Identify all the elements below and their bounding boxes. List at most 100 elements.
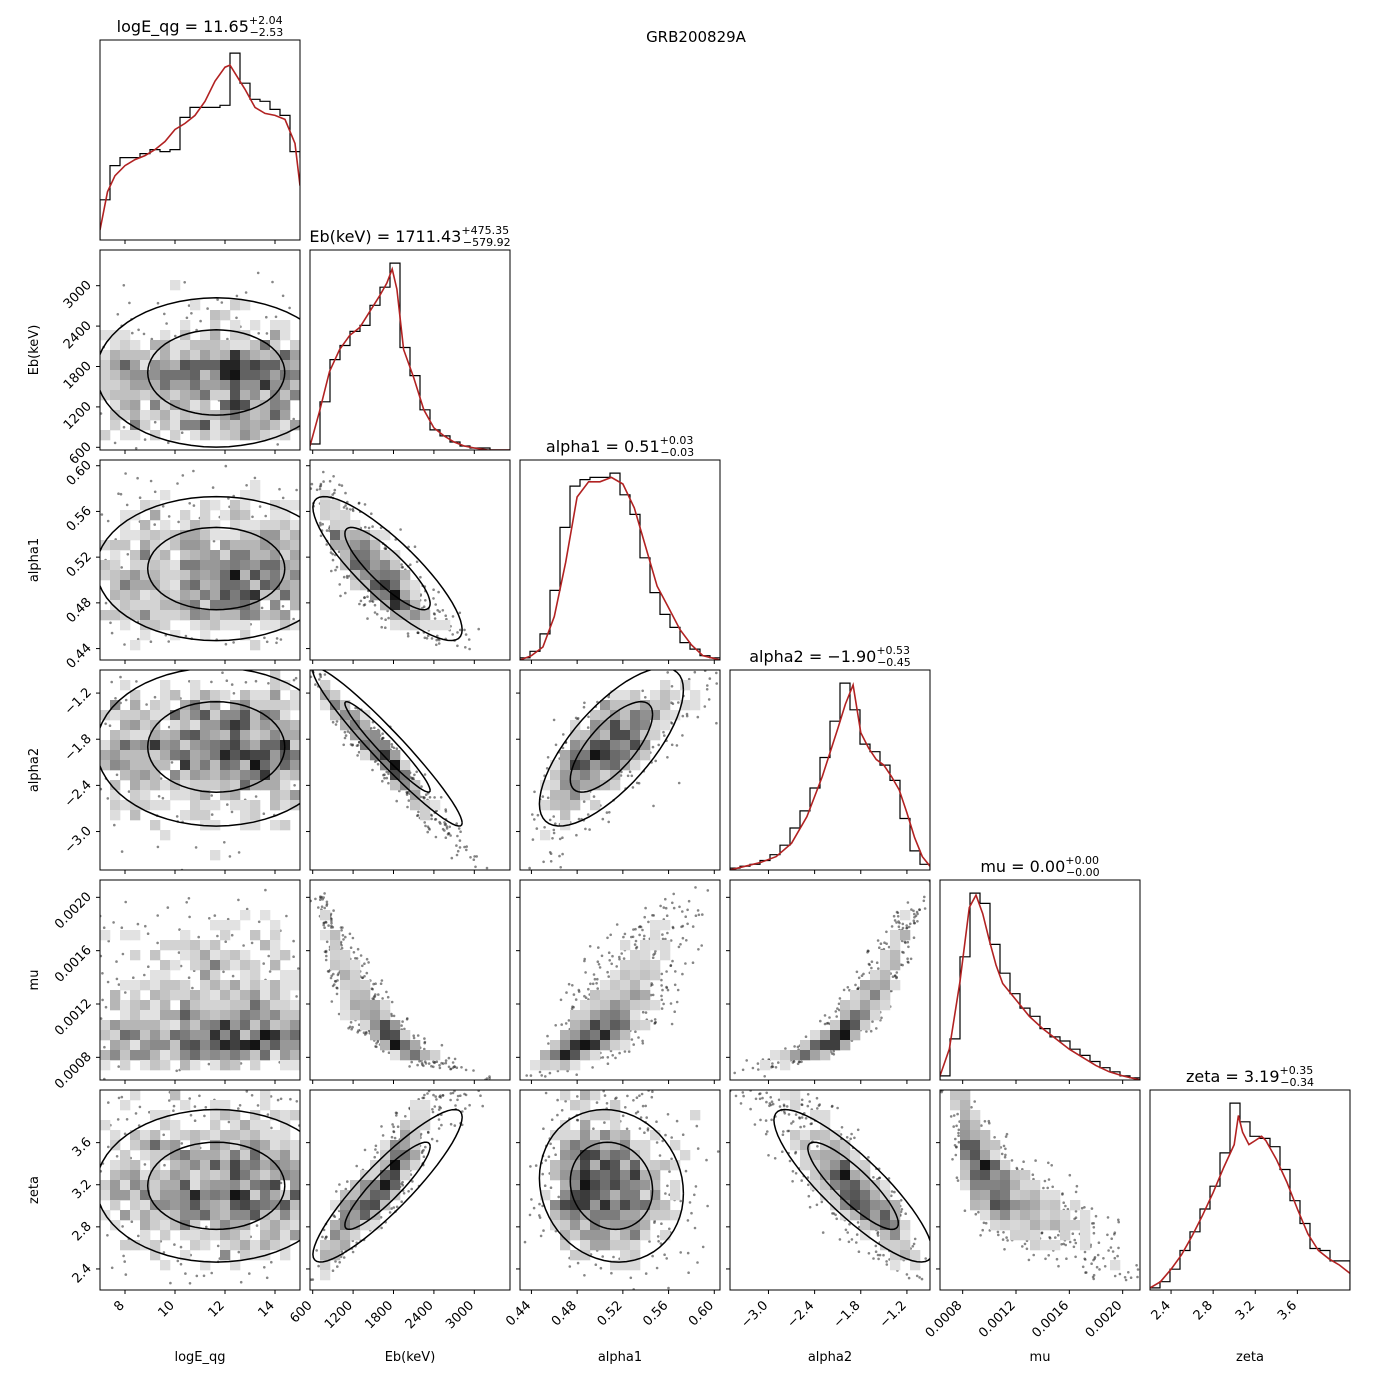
sample-point bbox=[694, 914, 698, 917]
density-cell bbox=[900, 1250, 911, 1261]
sample-point bbox=[426, 634, 430, 637]
sample-point bbox=[426, 825, 430, 828]
sample-point bbox=[660, 984, 663, 987]
density-cell bbox=[950, 1090, 961, 1101]
sample-point bbox=[323, 906, 327, 910]
sample-point bbox=[531, 838, 535, 841]
density-cell bbox=[210, 550, 221, 561]
density-cell bbox=[190, 770, 201, 781]
sample-point bbox=[281, 294, 285, 298]
density-cell bbox=[240, 1050, 251, 1061]
density-cell bbox=[640, 1230, 651, 1241]
sample-point bbox=[0, 381, 1, 384]
sample-point bbox=[337, 972, 340, 975]
density-cell bbox=[1000, 1160, 1011, 1171]
sample-point bbox=[383, 773, 386, 776]
sample-point bbox=[179, 1245, 183, 1249]
density-cell bbox=[260, 1200, 271, 1211]
sample-point bbox=[295, 995, 298, 998]
density-cell bbox=[200, 710, 211, 721]
histogram-zeta bbox=[1150, 1102, 1350, 1290]
sample-point bbox=[577, 988, 581, 992]
density-cell bbox=[120, 1180, 131, 1191]
sample-point bbox=[110, 1266, 114, 1270]
contour-level-1 bbox=[807, 1141, 900, 1231]
density-cell bbox=[610, 1230, 621, 1241]
sample-point bbox=[667, 1286, 670, 1290]
density-cell bbox=[110, 1160, 121, 1171]
sample-point bbox=[149, 479, 153, 483]
density-cell bbox=[800, 1130, 811, 1141]
sample-point bbox=[0, 687, 1, 690]
density-cell bbox=[370, 580, 381, 591]
density-cell bbox=[270, 350, 281, 361]
sample-point bbox=[423, 821, 427, 824]
sample-point bbox=[0, 1036, 1, 1039]
density-cell bbox=[340, 550, 351, 561]
density-cell bbox=[230, 770, 241, 781]
density-cell bbox=[290, 720, 300, 731]
sample-point bbox=[318, 487, 322, 491]
sample-point bbox=[472, 858, 476, 861]
kde-curve-alpha2 bbox=[730, 682, 930, 870]
density-cell bbox=[240, 500, 251, 511]
density-cell bbox=[270, 1010, 281, 1021]
density-cell bbox=[1040, 1210, 1051, 1221]
sample-point bbox=[394, 1111, 398, 1115]
sample-point bbox=[464, 633, 468, 636]
density-cell bbox=[150, 760, 161, 771]
density-cell bbox=[330, 530, 341, 541]
sample-point bbox=[528, 1213, 532, 1217]
density-cell bbox=[270, 750, 281, 761]
sample-point bbox=[0, 395, 1, 398]
sample-point bbox=[349, 946, 353, 949]
density-cell bbox=[210, 570, 221, 581]
sample-point bbox=[800, 1103, 803, 1106]
density-cell bbox=[140, 770, 151, 781]
sample-point bbox=[345, 574, 349, 578]
density-cell bbox=[660, 1210, 671, 1221]
sample-point bbox=[388, 1211, 392, 1214]
density-cell bbox=[180, 420, 191, 431]
sample-point bbox=[1040, 1231, 1044, 1235]
density-cell bbox=[160, 830, 171, 841]
sample-point bbox=[0, 694, 1, 697]
density-cell bbox=[240, 690, 251, 701]
sample-point bbox=[583, 701, 586, 705]
density-cell bbox=[170, 1210, 181, 1221]
density-cell bbox=[200, 810, 211, 821]
density-cell bbox=[580, 1190, 591, 1201]
density-cell bbox=[410, 1100, 421, 1111]
density-cell bbox=[190, 710, 201, 721]
sample-point bbox=[330, 974, 334, 978]
y-tick-label: 0.0016 bbox=[52, 943, 95, 986]
density-cell bbox=[210, 1100, 221, 1111]
sample-point bbox=[887, 1177, 891, 1180]
density-cell bbox=[280, 330, 291, 341]
sample-point bbox=[320, 905, 324, 908]
density-cell bbox=[640, 700, 651, 711]
sample-point bbox=[791, 1180, 794, 1183]
density-cell bbox=[120, 1170, 131, 1181]
sample-point bbox=[423, 1047, 426, 1051]
density-cell bbox=[250, 1180, 261, 1191]
density-cell bbox=[240, 510, 251, 521]
sample-point bbox=[0, 1060, 1, 1063]
density-cell bbox=[120, 720, 131, 731]
density-cell bbox=[160, 1200, 171, 1211]
sample-point bbox=[351, 1250, 355, 1254]
density-cell bbox=[870, 970, 881, 981]
density-cell bbox=[270, 340, 281, 351]
sample-point bbox=[860, 974, 864, 977]
density-cell bbox=[380, 1180, 391, 1191]
density-cell bbox=[280, 400, 291, 411]
sample-point bbox=[408, 1065, 411, 1068]
density-cell bbox=[270, 1150, 281, 1161]
density-cell bbox=[110, 600, 121, 611]
sample-point bbox=[137, 1234, 140, 1238]
sample-point bbox=[137, 328, 140, 332]
density-cell bbox=[1040, 1200, 1051, 1211]
sample-point bbox=[0, 415, 1, 418]
sample-point bbox=[670, 722, 674, 725]
sample-point bbox=[0, 611, 1, 614]
